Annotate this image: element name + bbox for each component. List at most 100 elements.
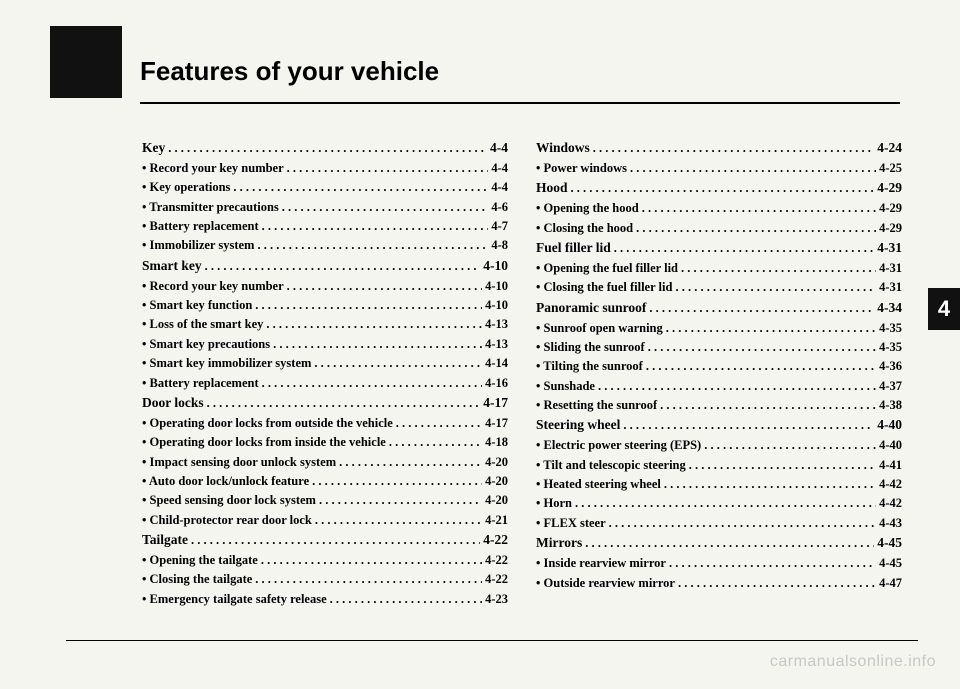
- toc-label: Tilting the sunroof: [536, 357, 643, 376]
- toc-label: Panoramic sunroof: [536, 298, 646, 319]
- toc-section: Key 4-4: [142, 138, 508, 159]
- toc-leader-dots: [649, 298, 874, 319]
- toc-sub-item: Sunshade4-37: [536, 377, 902, 396]
- toc-section: Smart key 4-10: [142, 256, 508, 277]
- toc-label: Closing the tailgate: [142, 570, 252, 589]
- toc-leader-dots: [287, 159, 489, 178]
- toc-leader-dots: [678, 574, 876, 593]
- toc-leader-dots: [630, 159, 876, 178]
- toc-page: 4-25: [879, 159, 902, 178]
- toc-page: 4-47: [879, 574, 902, 593]
- toc-sub-item: Battery replacement4-7: [142, 217, 508, 236]
- toc-page: 4-4: [490, 138, 508, 159]
- toc-section: Panoramic sunroof 4-34: [536, 298, 902, 319]
- chapter-tab: 4: [928, 288, 960, 330]
- toc-leader-dots: [282, 198, 489, 217]
- toc-section: Fuel filler lid 4-31: [536, 238, 902, 259]
- toc-label: Hood: [536, 178, 568, 199]
- toc-leader-dots: [689, 456, 876, 475]
- toc-page: 4-14: [485, 354, 508, 373]
- toc-leader-dots: [669, 554, 876, 573]
- toc-page: 4-24: [877, 138, 902, 159]
- toc-label: Transmitter precautions: [142, 198, 279, 217]
- toc-sub-item: Smart key function4-10: [142, 296, 508, 315]
- toc-page: 4-38: [879, 396, 902, 415]
- toc-label: Inside rearview mirror: [536, 554, 666, 573]
- toc-leader-dots: [262, 374, 482, 393]
- toc-section: Windows4-24: [536, 138, 902, 159]
- toc-label: Door locks: [142, 393, 204, 414]
- toc-label: Smart key immobilizer system: [142, 354, 311, 373]
- table-of-contents: Key4-4Record your key number4-4Key opera…: [142, 138, 902, 609]
- toc-sub-item: Opening the tailgate4-22: [142, 551, 508, 570]
- page: Features of your vehicle 4 Key4-4Record …: [0, 0, 960, 689]
- toc-label: Power windows: [536, 159, 627, 178]
- toc-label: Operating door locks from outside the ve…: [142, 414, 393, 433]
- toc-leader-dots: [191, 530, 480, 551]
- toc-leader-dots: [339, 453, 482, 472]
- toc-leader-dots: [648, 338, 876, 357]
- toc-leader-dots: [207, 393, 481, 414]
- toc-label: Impact sensing door unlock system: [142, 453, 336, 472]
- toc-leader-dots: [233, 178, 488, 197]
- toc-sub-item: Child-protector rear door lock4-21: [142, 511, 508, 530]
- toc-leader-dots: [623, 415, 874, 436]
- toc-leader-dots: [598, 377, 876, 396]
- toc-leader-dots: [273, 335, 482, 354]
- toc-sub-item: Battery replacement4-16: [142, 374, 508, 393]
- toc-label: Fuel filler lid: [536, 238, 611, 259]
- toc-label: Opening the tailgate: [142, 551, 258, 570]
- toc-sub-item: Closing the tailgate4-22: [142, 570, 508, 589]
- toc-page: 4-20: [485, 453, 508, 472]
- toc-page: 4-10: [483, 256, 508, 277]
- toc-label: Immobilizer system: [142, 236, 254, 255]
- toc-leader-dots: [660, 396, 876, 415]
- bottom-divider: [66, 640, 918, 641]
- toc-section: Steering wheel4-40: [536, 415, 902, 436]
- toc-page: 4-10: [485, 277, 508, 296]
- toc-leader-dots: [262, 217, 489, 236]
- toc-section: Tailgate4-22: [142, 530, 508, 551]
- toc-sub-item: Power windows 4-25: [536, 159, 902, 178]
- toc-page: 4-6: [491, 198, 508, 217]
- watermark: carmanualsonline.info: [770, 653, 936, 671]
- toc-sub-item: FLEX steer4-43: [536, 514, 902, 533]
- toc-label: Operating door locks from inside the veh…: [142, 433, 386, 452]
- toc-leader-dots: [571, 178, 875, 199]
- toc-page: 4-31: [877, 238, 902, 259]
- toc-label: Closing the hood: [536, 219, 633, 238]
- toc-page: 4-42: [879, 494, 902, 513]
- toc-leader-dots: [389, 433, 482, 452]
- toc-page: 4-20: [485, 491, 508, 510]
- toc-label: Mirrors: [536, 533, 582, 554]
- toc-column-1: Key4-4Record your key number4-4Key opera…: [142, 138, 508, 609]
- toc-sub-item: Immobilizer system4-8: [142, 236, 508, 255]
- toc-leader-dots: [636, 219, 876, 238]
- toc-page: 4-34: [877, 298, 902, 319]
- toc-page: 4-43: [879, 514, 902, 533]
- toc-sub-item: Loss of the smart key4-13: [142, 315, 508, 334]
- toc-label: Battery replacement: [142, 374, 259, 393]
- toc-leader-dots: [205, 256, 481, 277]
- toc-label: Resetting the sunroof: [536, 396, 657, 415]
- toc-page: 4-40: [877, 415, 902, 436]
- toc-leader-dots: [255, 296, 482, 315]
- toc-leader-dots: [666, 319, 876, 338]
- toc-leader-dots: [664, 475, 876, 494]
- toc-page: 4-21: [485, 511, 508, 530]
- toc-label: Smart key: [142, 256, 202, 277]
- toc-leader-dots: [609, 514, 876, 533]
- toc-page: 4-17: [483, 393, 508, 414]
- toc-sub-item: Closing the hood4-29: [536, 219, 902, 238]
- toc-label: Closing the fuel filler lid: [536, 278, 672, 297]
- toc-label: Key: [142, 138, 165, 159]
- toc-leader-dots: [675, 278, 876, 297]
- toc-label: Electric power steering (EPS): [536, 436, 701, 455]
- toc-page: 4-35: [879, 319, 902, 338]
- toc-sub-item: Transmitter precautions 4-6: [142, 198, 508, 217]
- toc-label: Emergency tailgate safety release: [142, 590, 327, 609]
- toc-page: 4-4: [491, 178, 508, 197]
- toc-page: 4-45: [879, 554, 902, 573]
- toc-sub-item: Smart key precautions4-13: [142, 335, 508, 354]
- toc-page: 4-10: [485, 296, 508, 315]
